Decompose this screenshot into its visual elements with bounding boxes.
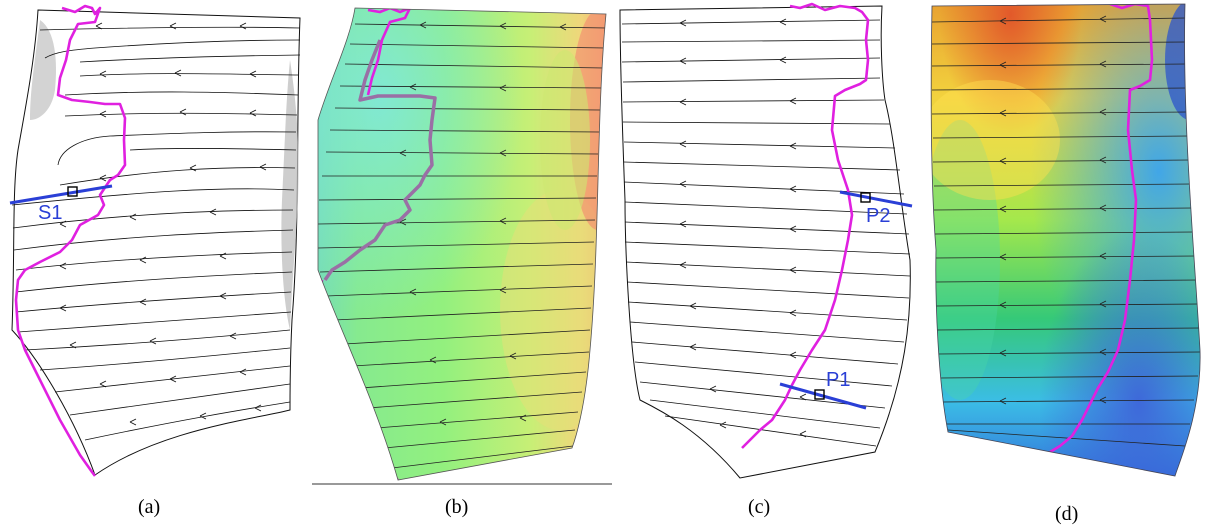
- panel-d-outline: [930, 3, 1201, 477]
- panel-b-arrowheads: [399, 21, 567, 426]
- panel-d-caption: (d): [1055, 503, 1078, 525]
- panel-c-caption: (c): [748, 496, 770, 518]
- panel-c-probe-line-p2: [839, 190, 913, 208]
- panel-a-streamlines: [11, 26, 301, 441]
- panel-b: (b): [312, 7, 612, 518]
- panel-a-caption: (a): [138, 496, 160, 518]
- panel-a-separation-line: [14, 4, 127, 477]
- p2-label: P2: [866, 205, 890, 227]
- panel-a-outline: [11, 9, 301, 476]
- panel-c-arrowheads: [679, 18, 807, 438]
- panel-c: P2 P1 (c): [619, 2, 913, 518]
- panel-a: S1 (a): [9, 4, 301, 518]
- panel-a-probe-marker: [67, 186, 78, 197]
- panel-a-arrowheads: [59, 22, 267, 426]
- panel-c-probe-marker-p1: [814, 389, 825, 400]
- panel-b-outline: [317, 7, 607, 481]
- s1-label: S1: [38, 202, 62, 224]
- panel-c-probe-line-p1: [779, 382, 867, 410]
- p1-label: P1: [826, 369, 850, 391]
- panel-b-caption: (b): [445, 496, 468, 518]
- panel-b-separation-line: [366, 8, 413, 96]
- panel-c-streamlines: [621, 19, 911, 447]
- panel-d-streamlines: [931, 17, 1201, 447]
- panel-d-arrowheads: [999, 15, 1107, 405]
- panel-a-probe-line: [9, 184, 113, 205]
- panel-a-shaded-region: [30, 20, 57, 120]
- panel-b-separation-line-dim: [323, 39, 437, 282]
- panel-d: (d): [930, 3, 1201, 525]
- panel-a-shaded-region-right: [281, 60, 299, 330]
- panel-d-separation-line: [1049, 4, 1154, 454]
- panel-c-probe-marker-p2: [860, 192, 871, 203]
